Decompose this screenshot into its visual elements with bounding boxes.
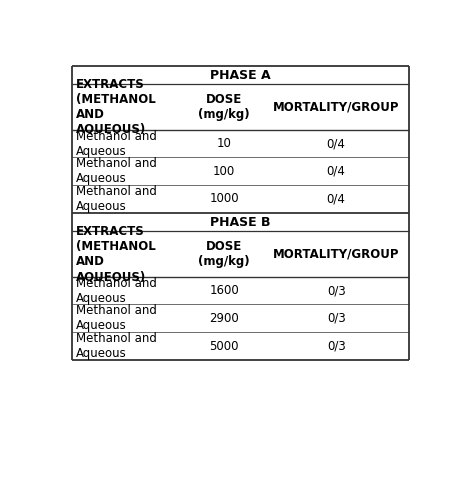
Text: PHASE A: PHASE A bbox=[210, 68, 271, 82]
Text: Methanol and
Aqueous: Methanol and Aqueous bbox=[76, 332, 157, 360]
Text: PHASE B: PHASE B bbox=[210, 216, 271, 228]
Text: Methanol and
Aqueous: Methanol and Aqueous bbox=[76, 130, 157, 158]
Text: MORTALITY/GROUP: MORTALITY/GROUP bbox=[273, 100, 399, 114]
Text: MORTALITY/GROUP: MORTALITY/GROUP bbox=[273, 248, 399, 260]
Text: 0/4: 0/4 bbox=[327, 192, 346, 205]
Text: DOSE
(mg/kg): DOSE (mg/kg) bbox=[199, 93, 250, 121]
Text: 1600: 1600 bbox=[209, 284, 239, 297]
Text: DOSE
(mg/kg): DOSE (mg/kg) bbox=[199, 240, 250, 268]
Text: EXTRACTS
(METHANOL
AND
AQUEOUS): EXTRACTS (METHANOL AND AQUEOUS) bbox=[76, 225, 156, 283]
Text: Methanol and
Aqueous: Methanol and Aqueous bbox=[76, 304, 157, 332]
Text: EXTRACTS
(METHANOL
AND
AQUEOUS): EXTRACTS (METHANOL AND AQUEOUS) bbox=[76, 78, 156, 136]
Text: 100: 100 bbox=[213, 165, 235, 178]
Text: Methanol and
Aqueous: Methanol and Aqueous bbox=[76, 276, 157, 304]
Text: Methanol and
Aqueous: Methanol and Aqueous bbox=[76, 158, 157, 186]
Text: 0/3: 0/3 bbox=[327, 340, 346, 352]
Text: 0/4: 0/4 bbox=[327, 165, 346, 178]
Text: 10: 10 bbox=[217, 137, 231, 150]
Text: 2900: 2900 bbox=[209, 312, 239, 325]
Text: 0/3: 0/3 bbox=[327, 284, 346, 297]
Text: 1000: 1000 bbox=[209, 192, 239, 205]
Text: 0/3: 0/3 bbox=[327, 312, 346, 325]
Text: 5000: 5000 bbox=[209, 340, 239, 352]
Text: 0/4: 0/4 bbox=[327, 137, 346, 150]
Text: Methanol and
Aqueous: Methanol and Aqueous bbox=[76, 185, 157, 213]
